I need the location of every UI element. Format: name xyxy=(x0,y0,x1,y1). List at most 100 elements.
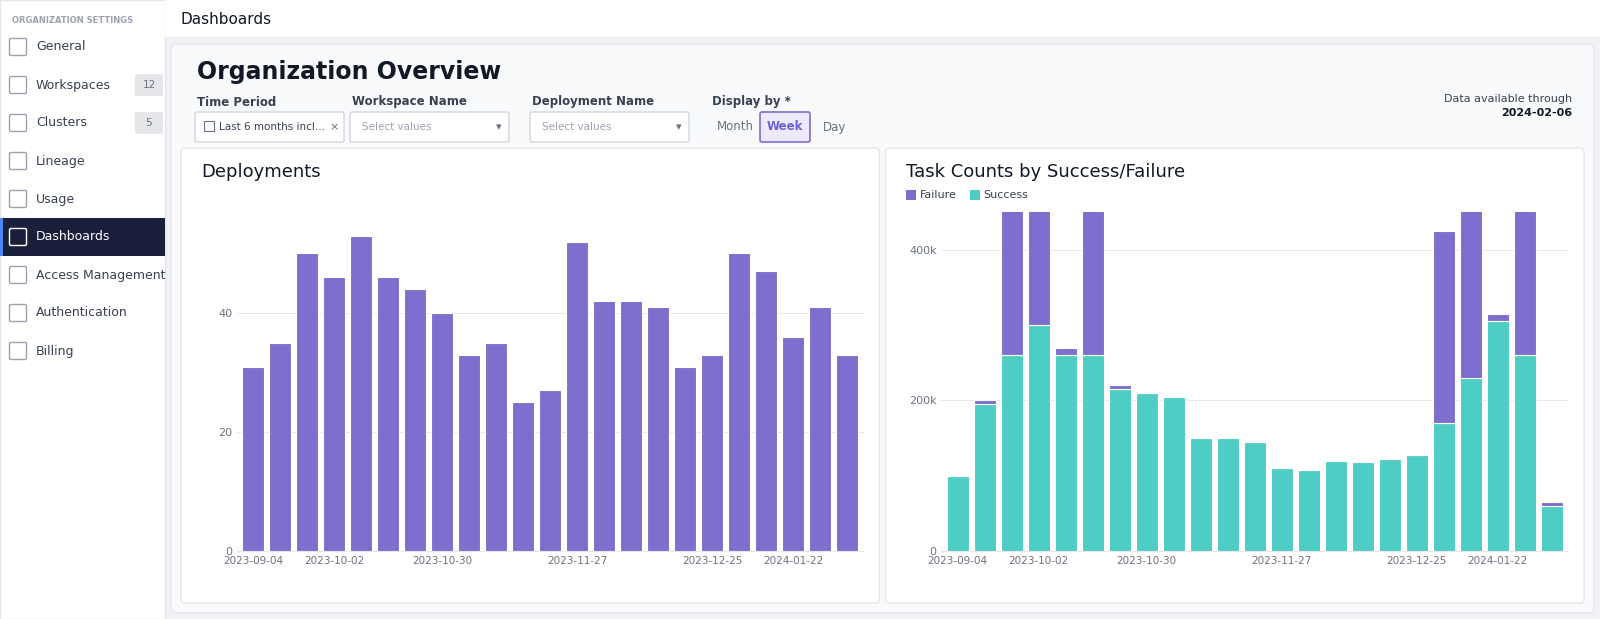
Bar xyxy=(1136,393,1157,551)
Bar xyxy=(269,343,291,551)
Bar xyxy=(1514,355,1536,551)
Text: Dashboards: Dashboards xyxy=(181,12,272,27)
Bar xyxy=(947,475,968,551)
Bar xyxy=(205,121,214,131)
Bar xyxy=(1027,121,1050,325)
Bar xyxy=(1459,378,1482,551)
Bar xyxy=(1109,389,1131,551)
Bar xyxy=(323,277,346,551)
Bar xyxy=(782,337,805,551)
Text: Access Management: Access Management xyxy=(35,269,165,282)
Bar xyxy=(1434,423,1454,551)
Text: Authentication: Authentication xyxy=(35,306,128,319)
Text: General: General xyxy=(35,40,85,53)
FancyBboxPatch shape xyxy=(885,148,1584,603)
Bar xyxy=(648,307,669,551)
Bar xyxy=(1379,459,1400,551)
Text: Workspace Name: Workspace Name xyxy=(352,95,467,108)
Bar xyxy=(1190,438,1211,551)
Bar xyxy=(701,355,723,551)
Text: Usage: Usage xyxy=(35,193,75,206)
Text: Day: Day xyxy=(824,121,846,134)
Bar xyxy=(837,355,858,551)
Bar xyxy=(405,289,426,551)
Bar xyxy=(539,391,562,551)
Bar xyxy=(0,0,165,619)
Text: Select values: Select values xyxy=(542,122,611,132)
Bar xyxy=(1218,438,1238,551)
Text: ▾: ▾ xyxy=(496,122,502,132)
FancyBboxPatch shape xyxy=(134,74,163,96)
Bar xyxy=(974,400,995,404)
Bar xyxy=(566,241,589,551)
Bar xyxy=(165,37,1600,38)
Text: Last 6 months incl...: Last 6 months incl... xyxy=(219,122,325,132)
Bar xyxy=(485,343,507,551)
Text: 2024-02-06: 2024-02-06 xyxy=(1501,108,1571,118)
Bar xyxy=(1243,442,1266,551)
FancyBboxPatch shape xyxy=(181,148,880,603)
Bar xyxy=(810,307,830,551)
Bar xyxy=(0,218,165,256)
Bar xyxy=(378,277,398,551)
Text: 5: 5 xyxy=(146,118,152,128)
Text: Deployment Name: Deployment Name xyxy=(531,95,654,108)
Bar xyxy=(1002,155,1022,355)
Bar xyxy=(1514,155,1536,355)
Text: Lineage: Lineage xyxy=(35,155,86,168)
Bar xyxy=(974,404,995,551)
Bar xyxy=(1486,314,1509,321)
FancyBboxPatch shape xyxy=(760,112,810,142)
Bar xyxy=(432,313,453,551)
Bar xyxy=(755,271,778,551)
Bar xyxy=(1109,385,1131,389)
Text: Workspaces: Workspaces xyxy=(35,79,110,92)
Bar xyxy=(1541,502,1563,506)
Bar xyxy=(1027,325,1050,551)
Bar xyxy=(512,402,534,551)
Bar xyxy=(1459,201,1482,378)
Bar xyxy=(906,190,915,200)
Bar xyxy=(1163,397,1184,551)
Text: Failure: Failure xyxy=(920,190,957,200)
Bar xyxy=(1270,468,1293,551)
Bar xyxy=(1406,456,1427,551)
Text: Dashboards: Dashboards xyxy=(35,230,110,243)
Bar xyxy=(165,0,1600,38)
Bar xyxy=(1054,355,1077,551)
FancyBboxPatch shape xyxy=(134,112,163,134)
Bar xyxy=(1325,461,1347,551)
Bar xyxy=(1541,506,1563,551)
Bar xyxy=(1298,470,1320,551)
FancyBboxPatch shape xyxy=(171,44,1594,613)
Bar xyxy=(621,301,642,551)
Text: ×: × xyxy=(330,122,339,132)
Bar xyxy=(970,190,979,200)
Text: Success: Success xyxy=(984,190,1029,200)
Text: ORGANIZATION SETTINGS: ORGANIZATION SETTINGS xyxy=(13,16,133,25)
Text: Week: Week xyxy=(766,121,803,134)
Text: Clusters: Clusters xyxy=(35,116,86,129)
Text: Display by *: Display by * xyxy=(712,95,790,108)
Bar xyxy=(350,236,373,551)
Text: Deployments: Deployments xyxy=(202,163,320,181)
Bar xyxy=(0,218,3,256)
Bar xyxy=(1486,321,1509,551)
Bar xyxy=(296,254,318,551)
FancyBboxPatch shape xyxy=(195,112,344,142)
Text: Organization Overview: Organization Overview xyxy=(197,60,501,84)
Text: Data available through: Data available through xyxy=(1443,94,1571,104)
Text: Month: Month xyxy=(717,121,754,134)
Bar xyxy=(1082,155,1104,355)
Bar xyxy=(728,254,750,551)
FancyBboxPatch shape xyxy=(350,112,509,142)
Bar xyxy=(243,366,264,551)
Bar xyxy=(675,366,696,551)
Text: Time Period: Time Period xyxy=(197,95,277,108)
Text: Task Counts by Success/Failure: Task Counts by Success/Failure xyxy=(906,163,1184,181)
Bar xyxy=(594,301,614,551)
Bar xyxy=(459,355,480,551)
Bar xyxy=(1352,462,1373,551)
Text: 12: 12 xyxy=(142,80,155,90)
Bar xyxy=(1434,231,1454,423)
